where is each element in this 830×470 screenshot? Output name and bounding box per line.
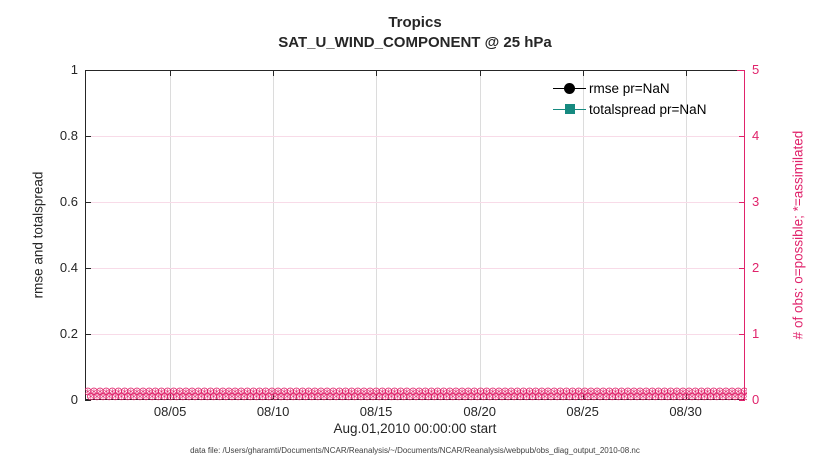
right-tick-mark	[739, 400, 745, 401]
legend-item: totalspread pr=NaN	[553, 101, 706, 117]
legend-line-sample	[553, 104, 586, 114]
top-tick-mark	[170, 70, 172, 76]
x-tick-label: 08/15	[359, 404, 393, 419]
left-tick-label: 1	[70, 62, 78, 77]
y-gridline	[85, 268, 745, 269]
x-tick-label: 08/05	[153, 404, 187, 419]
legend-item-label: totalspread pr=NaN	[589, 101, 707, 117]
x-gridline	[582, 70, 584, 400]
x-tick-label: 08/10	[256, 404, 290, 419]
right-tick-mark	[739, 70, 745, 71]
x-axis-label: Aug.01,2010 00:00:00 start	[333, 421, 497, 436]
x-gridline	[273, 70, 275, 400]
left-tick-label: 0.6	[59, 194, 78, 209]
right-tick-mark	[739, 268, 745, 269]
left-tick-mark	[85, 268, 91, 269]
x-tick-label: 08/30	[669, 404, 702, 419]
plot-subtitle: SAT_U_WIND_COMPONENT @ 25 hPa	[278, 34, 552, 51]
top-spine	[85, 70, 745, 71]
bottom-tick-mark	[685, 394, 687, 400]
bottom-tick-mark	[273, 394, 275, 400]
left-tick-mark	[85, 334, 91, 335]
left-tick-label: 0.2	[59, 326, 78, 341]
right-tick-mark	[739, 136, 745, 137]
legend-item: rmse pr=NaN	[553, 80, 670, 96]
legend-marker-circle	[564, 82, 575, 94]
legend-marker-square	[564, 104, 575, 114]
right-tick-label: 1	[752, 326, 760, 341]
left-tick-mark	[85, 136, 91, 137]
bottom-tick-mark	[376, 394, 378, 400]
right-tick-mark	[739, 334, 745, 335]
obs-marker-band: ⊛⊛⊛⊛⊛⊛⊛⊛⊛⊛⊛⊛⊛⊛⊛⊛⊛⊛⊛⊛⊛⊛⊛⊛⊛⊛⊛⊛⊛⊛⊛⊛⊛⊛⊛⊛⊛⊛⊛⊛…	[85, 387, 747, 404]
left-tick-label: 0.8	[59, 128, 78, 143]
top-tick-mark	[479, 70, 481, 76]
plot-title: Tropics	[388, 14, 442, 31]
bottom-tick-mark	[479, 394, 481, 400]
legend-item-label: rmse pr=NaN	[589, 80, 670, 96]
y-gridline	[85, 334, 745, 335]
top-tick-mark	[376, 70, 378, 76]
right-tick-label: 5	[752, 62, 760, 77]
obs-band-row-possible: ⊛⊛⊛⊛⊛⊛⊛⊛⊛⊛⊛⊛⊛⊛⊛⊛⊛⊛⊛⊛⊛⊛⊛⊛⊛⊛⊛⊛⊛⊛⊛⊛⊛⊛⊛⊛⊛⊛⊛⊛…	[85, 387, 747, 398]
top-tick-mark	[685, 70, 687, 76]
x-gridline	[376, 70, 378, 400]
right-tick-label: 4	[752, 128, 760, 143]
right-tick-label: 3	[752, 194, 760, 209]
left-tick-label: 0.4	[59, 260, 78, 275]
left-spine	[85, 70, 86, 400]
right-y-axis-label: # of obs: o=possible; *=assimilated	[790, 130, 806, 340]
x-tick-label: 08/25	[566, 404, 599, 419]
x-gridline	[170, 70, 172, 400]
right-tick-label: 2	[752, 260, 760, 275]
right-tick-mark	[739, 202, 745, 203]
top-tick-mark	[582, 70, 584, 76]
top-tick-mark	[273, 70, 275, 76]
plot-area: ⊛⊛⊛⊛⊛⊛⊛⊛⊛⊛⊛⊛⊛⊛⊛⊛⊛⊛⊛⊛⊛⊛⊛⊛⊛⊛⊛⊛⊛⊛⊛⊛⊛⊛⊛⊛⊛⊛⊛⊛…	[85, 70, 747, 403]
legend-line-sample	[553, 82, 586, 94]
right-spine	[744, 70, 745, 400]
left-tick-mark	[85, 400, 91, 401]
left-y-axis-label: rmse and totalspread	[30, 171, 46, 299]
x-tick-label: 08/20	[463, 404, 496, 419]
x-gridline	[479, 70, 481, 400]
left-tick-label: 0	[70, 392, 78, 407]
bottom-tick-mark	[170, 394, 172, 400]
bottom-spine	[85, 399, 745, 400]
data-file-caption: data file: /Users/gharamti/Documents/NCA…	[190, 446, 640, 455]
left-tick-mark	[85, 70, 91, 71]
y-gridline	[85, 202, 745, 203]
y-gridline	[85, 136, 745, 137]
x-gridline	[685, 70, 687, 400]
left-tick-mark	[85, 202, 91, 203]
bottom-tick-mark	[582, 394, 584, 400]
obs-band-row-assimilated: ⊛⊛⊛⊛⊛⊛⊛⊛⊛⊛⊛⊛⊛⊛⊛⊛⊛⊛⊛⊛⊛⊛⊛⊛⊛⊛⊛⊛⊛⊛⊛⊛⊛⊛⊛⊛⊛⊛⊛⊛…	[86, 391, 747, 403]
right-tick-label: 0	[752, 392, 760, 407]
